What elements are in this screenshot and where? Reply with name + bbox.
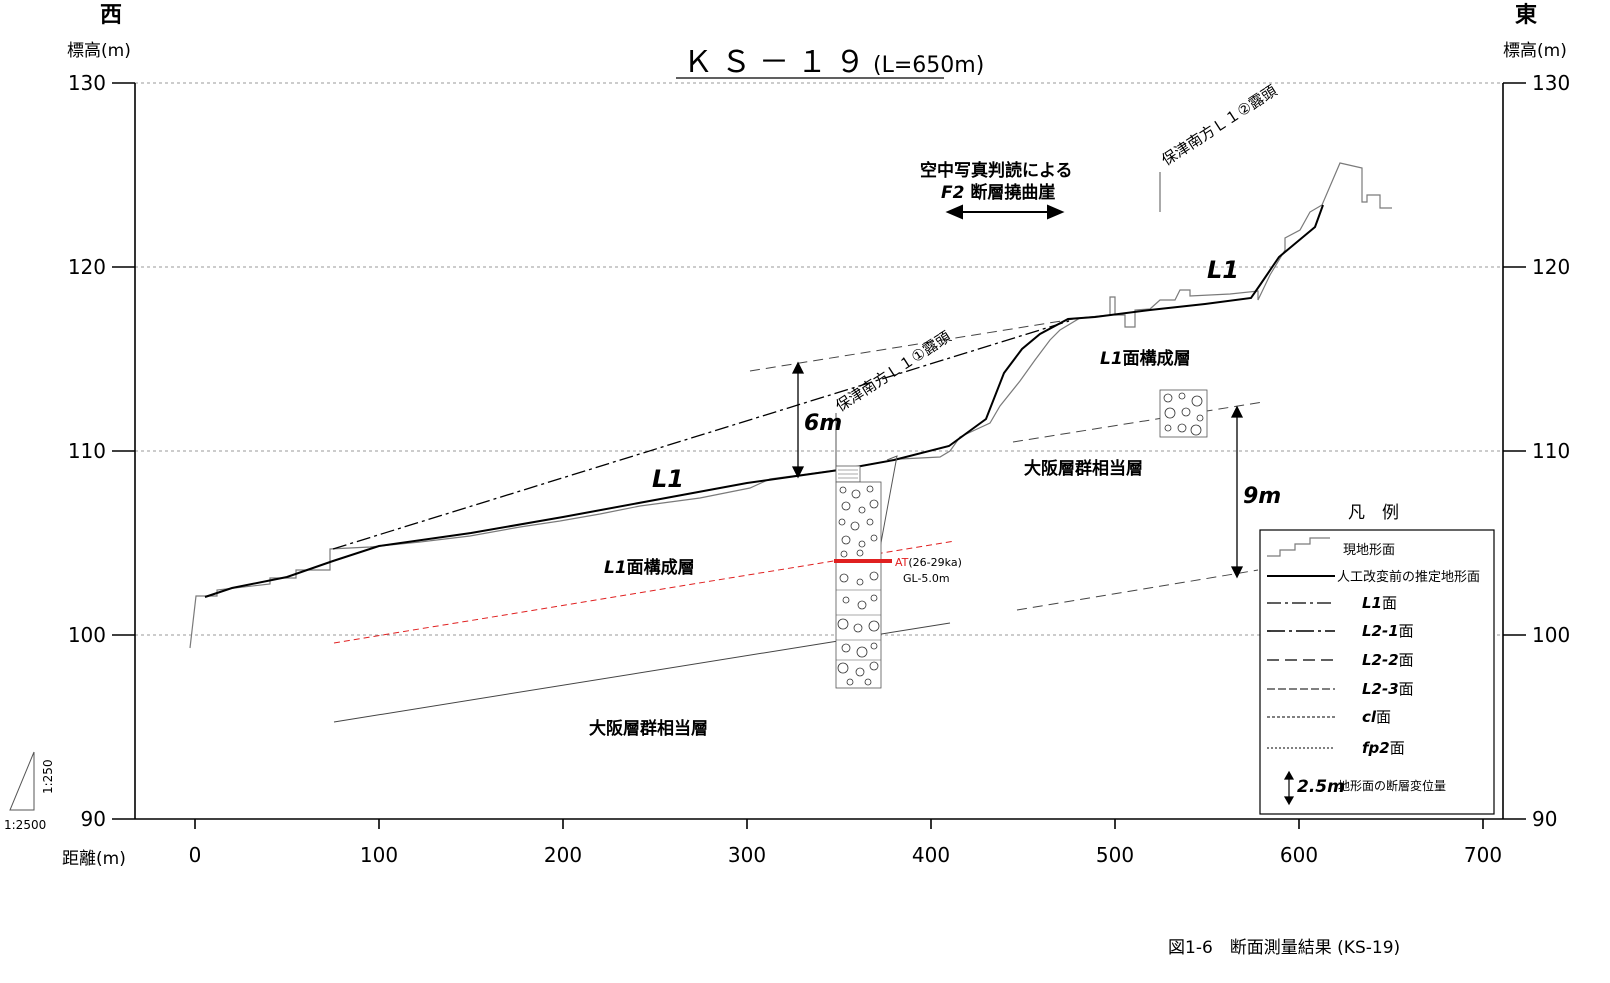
osaka-layer-label-right: 大阪層群相当層 (1024, 458, 1143, 479)
l1-layer-label-left: L1面構成層 (604, 557, 695, 578)
outcrop1-label: 保津南方Ｌ１①露頭 (832, 328, 954, 416)
ytick-label: 100 (1532, 623, 1570, 647)
y-tick-labels: 130 120 110 100 90 130 120 110 100 90 (68, 71, 1570, 831)
section-title-main: ＫＳ－１９ (683, 45, 873, 80)
displacement-9m-arrow (1230, 405, 1244, 579)
legend-swatch-current-terrain (1267, 537, 1330, 557)
ytick-label: 90 (81, 807, 106, 831)
legend-offset-arrow (1283, 770, 1295, 806)
original-terrain-line (204, 204, 1324, 598)
legend-label-current-terrain: 現地形面 (1343, 543, 1395, 558)
legend-l2-3-code: L2-3 (1362, 680, 1399, 698)
legend-l2-2-suffix: 面 (1399, 651, 1414, 669)
l1-layer-left-code: L1 (604, 558, 627, 578)
legend-label-l2-1: L2-1面 (1362, 622, 1414, 640)
east-label: 東 (1515, 3, 1537, 28)
scale-vertical: 1:250 (41, 759, 55, 794)
legend-fp2-code: fp2 (1362, 739, 1390, 757)
osaka-layer-label-bottom: 大阪層群相当層 (589, 718, 708, 739)
legend-label-l2-3: L2-3面 (1362, 680, 1414, 698)
figure-caption: 図1-6 断面測量結果 (KS-19) (1168, 938, 1400, 958)
xtick-label: 100 (360, 843, 398, 867)
xtick-label: 400 (912, 843, 950, 867)
xtick-label: 200 (544, 843, 582, 867)
xtick-label: 0 (189, 843, 202, 867)
l1-layer-label-right: L1面構成層 (1100, 348, 1191, 369)
legend-label-l1: L1面 (1362, 594, 1397, 612)
nine-m-label: 9m (1243, 484, 1281, 509)
legend-title: 凡 例 (1348, 503, 1399, 523)
legend-label-l2-2: L2-2面 (1362, 651, 1414, 669)
elevation-label-left: 標高(m) (67, 41, 131, 61)
f2-label: F2 (941, 183, 964, 203)
photo-interpretation-line1: 空中写真判読による (920, 160, 1073, 181)
legend-cl-suffix: 面 (1376, 708, 1391, 726)
photo-interpretation-line2: F2 断層撓曲崖 (941, 182, 1055, 203)
distance-label: 距離(m) (62, 849, 126, 869)
l1-surface-line (332, 320, 1070, 550)
ytick-label: 130 (68, 71, 106, 95)
ytick-label: 130 (1532, 71, 1570, 95)
at-label-age: (26-29ka) (908, 556, 961, 569)
xtick-label: 300 (728, 843, 766, 867)
at-label-code: AT (895, 556, 909, 569)
legend-cl-code: cl (1362, 708, 1377, 726)
legend: 凡 例 現地形面 人工改変前の推定地形面 L1面 L2-1面 L2-2面 L2-… (1259, 503, 1495, 815)
ytick-label: 90 (1532, 807, 1557, 831)
scale-horizontal: 1:2500 (4, 818, 46, 832)
l1-surface-upper-dashed (749, 317, 1081, 372)
l1-label-left: L1 (652, 465, 684, 493)
ytick-label: 100 (68, 623, 106, 647)
scale-indicator: 1:250 1:2500 (4, 751, 55, 832)
osaka-boundary-line-right-lower (1016, 569, 1259, 611)
outcrop2-label: 保津南方Ｌ１②露頭 (1158, 82, 1280, 170)
six-m-label: 6m (804, 411, 842, 436)
legend-l1-suffix: 面 (1382, 594, 1397, 612)
legend-label-cl: cl面 (1362, 708, 1391, 726)
l1-layer-left-name: 面構成層 (627, 557, 695, 578)
axes (112, 82, 1526, 829)
legend-box (1259, 529, 1495, 815)
xtick-label: 500 (1096, 843, 1134, 867)
legend-l2-1-suffix: 面 (1399, 622, 1414, 640)
legend-l2-1-code: L2-1 (1362, 622, 1399, 640)
legend-l2-3-suffix: 面 (1399, 680, 1414, 698)
xtick-label: 600 (1280, 843, 1318, 867)
legend-label-original-terrain: 人工改変前の推定地形面 (1337, 569, 1480, 585)
displacement-6m-arrow (791, 361, 805, 479)
l1-layer-right-name: 面構成層 (1123, 348, 1191, 369)
ytick-label: 110 (68, 439, 106, 463)
west-label: 西 (100, 3, 122, 28)
ytick-label: 120 (68, 255, 106, 279)
legend-label-fp2: fp2面 (1362, 739, 1405, 757)
section-title-length: (L=650m) (873, 53, 984, 78)
legend-offset-value: 2.5m (1297, 777, 1345, 797)
legend-l2-2-code: L2-2 (1362, 651, 1399, 669)
borehole-leader (879, 455, 898, 549)
at-label: AT(26-29ka) (895, 556, 962, 569)
osaka-boundary-line-right-upper (1012, 401, 1264, 443)
flexure-scarp-label: 断層撓曲崖 (964, 182, 1055, 203)
borehole-column (835, 465, 882, 689)
l1-label-right: L1 (1207, 256, 1239, 284)
legend-offset-label: 地形面の断層変位量 (1338, 778, 1446, 793)
xtick-label: 700 (1464, 843, 1502, 867)
ytick-label: 120 (1532, 255, 1570, 279)
borehole-gravel-upper (835, 481, 882, 561)
current-terrain-line (189, 162, 1392, 649)
flexure-scarp-arrow (945, 204, 1065, 220)
legend-l1-code: L1 (1362, 594, 1382, 612)
gl-label: GL-5.0m (903, 572, 950, 585)
ytick-label: 110 (1532, 439, 1570, 463)
legend-fp2-suffix: 面 (1390, 739, 1405, 757)
elevation-label-right: 標高(m) (1503, 41, 1567, 61)
l1-layer-right-code: L1 (1100, 349, 1123, 369)
section-title: ＫＳ－１９(L=650m) (683, 45, 984, 80)
outcrop-gravel-box (1159, 389, 1208, 438)
x-tick-labels: 0 100 200 300 400 500 600 700 (189, 843, 1502, 867)
